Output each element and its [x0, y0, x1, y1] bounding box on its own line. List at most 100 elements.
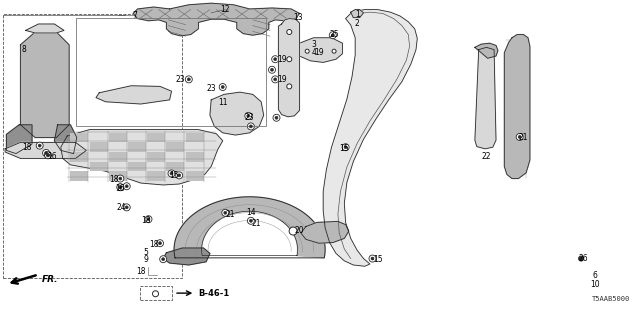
Circle shape — [274, 58, 276, 61]
Bar — [90, 142, 108, 152]
Bar — [147, 152, 165, 162]
Circle shape — [369, 255, 376, 262]
Text: 10: 10 — [590, 280, 600, 289]
Text: 14: 14 — [246, 208, 256, 217]
Polygon shape — [163, 248, 210, 265]
Text: 18: 18 — [136, 267, 145, 276]
Polygon shape — [26, 24, 64, 33]
Circle shape — [117, 175, 124, 182]
Circle shape — [222, 209, 228, 216]
Circle shape — [117, 184, 124, 191]
Bar — [140, 286, 172, 300]
Text: 22: 22 — [482, 152, 491, 161]
Text: 15: 15 — [169, 172, 179, 180]
Text: 11: 11 — [218, 98, 227, 107]
Polygon shape — [174, 197, 325, 258]
Polygon shape — [278, 19, 300, 117]
Text: 18: 18 — [22, 143, 31, 152]
Bar — [147, 133, 165, 142]
Polygon shape — [351, 10, 364, 18]
Text: 18: 18 — [109, 175, 118, 184]
Circle shape — [125, 185, 128, 188]
Bar — [90, 162, 108, 171]
Text: 23: 23 — [175, 76, 186, 84]
Text: 21: 21 — [252, 219, 260, 228]
Bar — [3, 14, 182, 278]
Polygon shape — [133, 3, 300, 36]
Text: 23: 23 — [206, 84, 216, 93]
Text: 8: 8 — [22, 45, 27, 54]
Circle shape — [518, 135, 521, 139]
Circle shape — [168, 170, 175, 177]
Circle shape — [162, 258, 164, 261]
Bar — [166, 142, 184, 152]
Text: 5: 5 — [143, 248, 148, 257]
Bar — [109, 152, 127, 162]
Circle shape — [36, 142, 43, 149]
Circle shape — [224, 211, 227, 214]
Polygon shape — [6, 125, 32, 154]
Circle shape — [273, 114, 280, 121]
Circle shape — [145, 216, 152, 223]
Circle shape — [188, 78, 190, 81]
Circle shape — [247, 114, 250, 117]
Circle shape — [47, 154, 49, 157]
Bar — [109, 171, 127, 181]
Circle shape — [152, 291, 159, 297]
Circle shape — [344, 146, 347, 149]
Bar — [128, 142, 146, 152]
Polygon shape — [323, 10, 417, 266]
Circle shape — [250, 219, 252, 222]
Text: 21: 21 — [519, 133, 528, 142]
Bar — [128, 162, 146, 171]
Circle shape — [220, 84, 226, 91]
Circle shape — [176, 172, 182, 179]
Circle shape — [221, 85, 224, 89]
Text: 16: 16 — [47, 152, 58, 161]
Text: 4: 4 — [311, 48, 316, 57]
Polygon shape — [475, 43, 498, 58]
Circle shape — [45, 151, 47, 155]
Circle shape — [250, 125, 252, 128]
Circle shape — [186, 76, 192, 83]
Circle shape — [289, 227, 297, 235]
Circle shape — [125, 206, 128, 209]
Bar — [109, 133, 127, 142]
Text: 7: 7 — [132, 11, 137, 20]
Circle shape — [332, 49, 336, 53]
Circle shape — [579, 256, 584, 261]
Text: 19: 19 — [314, 48, 324, 57]
Text: 23: 23 — [244, 113, 255, 122]
Text: 3: 3 — [311, 40, 316, 49]
Bar — [70, 133, 88, 142]
Text: 18: 18 — [141, 216, 150, 225]
Circle shape — [124, 183, 130, 190]
Circle shape — [38, 144, 41, 147]
Circle shape — [287, 57, 292, 62]
Circle shape — [170, 172, 173, 175]
Text: 24: 24 — [116, 203, 127, 212]
Bar — [186, 152, 204, 162]
Text: 20: 20 — [294, 226, 305, 235]
Polygon shape — [54, 125, 77, 154]
Bar — [70, 152, 88, 162]
Polygon shape — [301, 221, 349, 243]
Text: 13: 13 — [292, 13, 303, 22]
Circle shape — [245, 112, 252, 119]
Circle shape — [248, 217, 254, 224]
Circle shape — [274, 78, 276, 81]
Text: FR.: FR. — [42, 275, 58, 284]
Circle shape — [160, 256, 166, 263]
Text: 9: 9 — [143, 255, 148, 264]
Bar — [186, 133, 204, 142]
Text: 2: 2 — [355, 20, 360, 28]
Circle shape — [305, 49, 309, 53]
Circle shape — [178, 174, 180, 177]
Polygon shape — [296, 38, 342, 62]
Circle shape — [342, 144, 349, 151]
Bar — [147, 171, 165, 181]
Text: B-46-1: B-46-1 — [198, 289, 230, 298]
Circle shape — [119, 177, 122, 180]
Circle shape — [516, 133, 523, 140]
Text: 26: 26 — [579, 254, 589, 263]
